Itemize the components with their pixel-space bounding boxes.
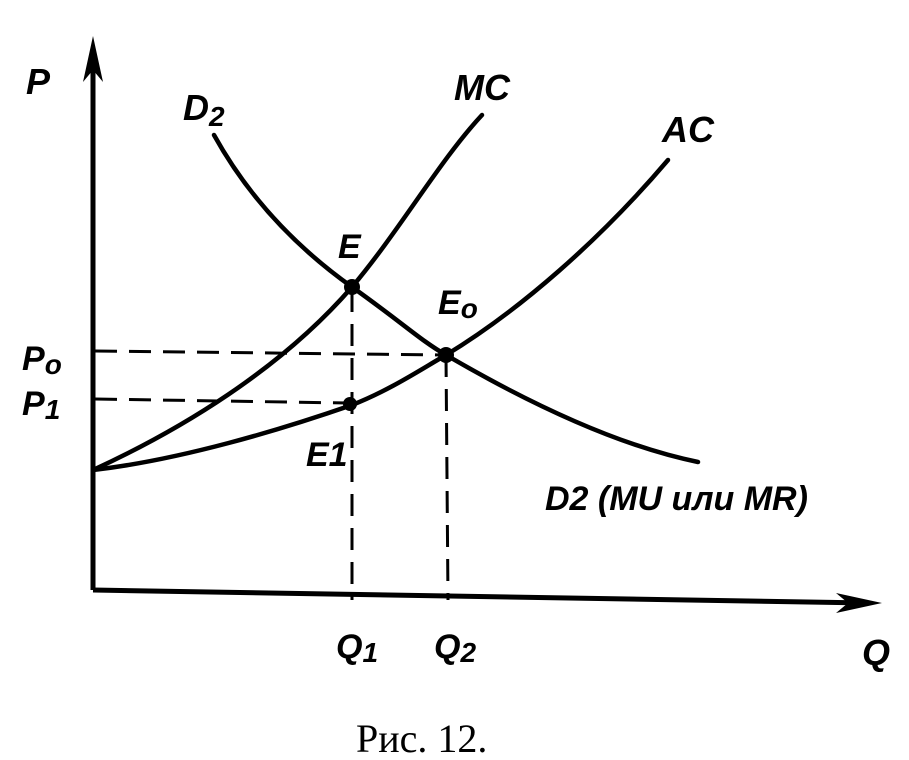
y-axis-label: P xyxy=(26,61,51,102)
point-e0-label-main: E xyxy=(438,284,462,322)
point-e-label: E xyxy=(338,228,362,266)
ac-label: AC xyxy=(661,109,715,150)
point-e xyxy=(344,279,360,295)
x-axis xyxy=(92,587,869,606)
p1-label-main: P xyxy=(22,385,45,423)
q1-label-main: Q xyxy=(336,628,362,666)
p0-guide-line xyxy=(94,349,447,357)
d2-top-label-sub: 2 xyxy=(208,101,225,132)
y-axis-arrow xyxy=(83,36,103,82)
d2-top-label: D2 xyxy=(183,87,225,132)
x-axis-label: Q xyxy=(862,632,890,673)
q2-label-main: Q xyxy=(434,628,460,666)
p1-label: P1 xyxy=(22,385,60,425)
point-e0-label: Eo xyxy=(438,284,478,324)
p1-label-sub: 1 xyxy=(45,394,61,425)
d2-demand-curve xyxy=(211,132,701,465)
q1-label-sub: 1 xyxy=(362,637,378,668)
guide-lines xyxy=(94,290,450,601)
mc-curve xyxy=(90,112,485,473)
q2-label: Q2 xyxy=(434,628,476,668)
equilibrium-points xyxy=(343,279,454,411)
d2-top-label-main: D xyxy=(183,87,209,128)
p0-label-main: P xyxy=(22,340,45,378)
mc-label: MC xyxy=(454,67,511,108)
point-e1-label: E1 xyxy=(306,436,348,474)
q2-guide-line xyxy=(444,354,450,601)
axes xyxy=(83,36,882,613)
ac-curve xyxy=(90,157,671,473)
p0-label: Po xyxy=(22,340,62,380)
point-e1 xyxy=(343,397,357,411)
point-e0 xyxy=(438,347,454,363)
q2-label-sub: 2 xyxy=(459,637,476,668)
q1-label: Q1 xyxy=(336,628,378,668)
figure-caption: Рис. 12. xyxy=(356,716,487,760)
p0-label-sub: o xyxy=(45,349,62,380)
point-e0-label-sub: o xyxy=(461,293,478,324)
p1-guide-line xyxy=(94,397,349,405)
x-axis-arrow xyxy=(836,593,882,613)
d2-bottom-label: D2 (MU или MR) xyxy=(545,480,808,518)
curves xyxy=(90,112,701,473)
